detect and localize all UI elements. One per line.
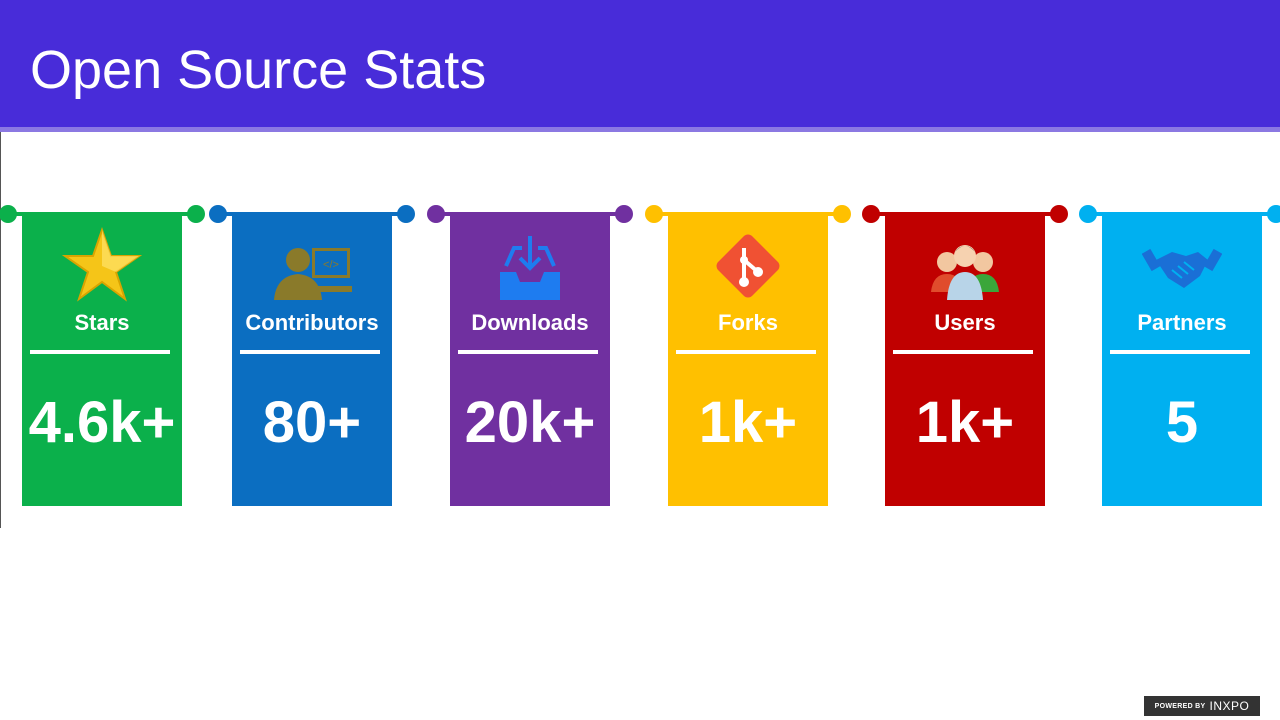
rod-knob-left [862,205,880,223]
stat-value: 1k+ [698,390,798,455]
stat-value: 5 [1165,390,1199,455]
star-icon [62,226,142,306]
handshake-icon [1142,226,1222,306]
download-icon [490,226,570,306]
stat-label: Downloads [471,310,589,335]
git-icon [708,226,788,306]
stat-label: Users [934,310,996,335]
rod-knob-left [0,205,17,223]
banner-rod [218,212,406,216]
stat-label: Forks [718,310,778,335]
stat-card-stars: Stars 4.6k+ [0,205,205,506]
svg-text:</>: </> [323,259,339,271]
stat-value: 1k+ [915,390,1015,455]
rod-knob-right [1267,205,1280,223]
powered-by-text: POWERED BY [1154,702,1206,710]
brand-logo: INXPO [1209,699,1250,713]
stat-label: Stars [74,310,130,335]
divider [30,350,170,354]
stat-card-downloads: Downloads 20k+ [427,205,633,506]
stat-card-partners: Partners 5 [1079,205,1280,506]
stat-card-users: Users 1k+ [862,205,1068,506]
stat-value: 4.6k+ [28,390,176,455]
powered-by-badge: POWERED BY INXPO [1144,696,1260,716]
page-title: Open Source Stats [30,40,487,100]
stat-card-forks: Forks 1k+ [645,205,851,506]
stat-value: 20k+ [464,390,596,455]
rod-knob-right [187,205,205,223]
divider [1110,350,1250,354]
stat-value: 80+ [262,390,362,455]
rod-knob-left [209,205,227,223]
banner-rod [871,212,1059,216]
rod-knob-left [427,205,445,223]
rod-knob-right [1050,205,1068,223]
rod-knob-left [1079,205,1097,223]
rod-knob-left [645,205,663,223]
rod-knob-right [397,205,415,223]
rod-knob-right [833,205,851,223]
stat-label: Contributors [245,310,379,335]
left-edge-line [0,132,1,528]
rod-knob-right [615,205,633,223]
stat-card-contributors: </> Contributors 80+ [209,205,415,506]
divider [458,350,598,354]
divider [240,350,380,354]
users-icon [925,226,1005,306]
header-bar: Open Source Stats [0,0,1280,132]
banner-rod [8,212,196,216]
stat-label: Partners [1137,310,1227,335]
banner-rod [654,212,842,216]
divider [893,350,1033,354]
developer-icon: </> [272,226,352,306]
banner-rod [1088,212,1276,216]
banner-rod [436,212,624,216]
divider [676,350,816,354]
